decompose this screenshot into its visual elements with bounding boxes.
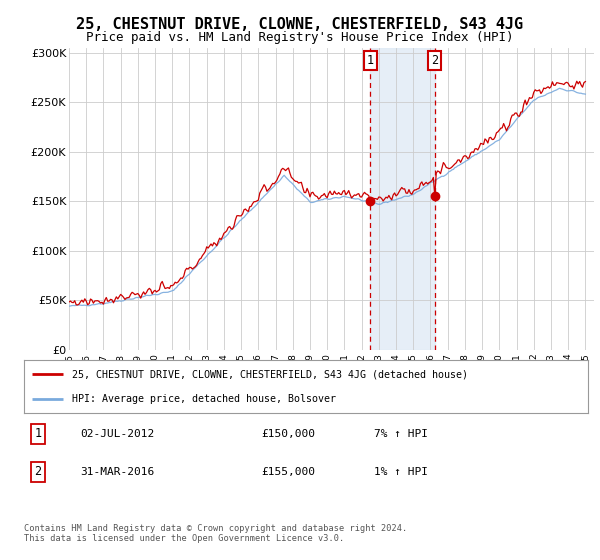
Text: 02-JUL-2012: 02-JUL-2012 xyxy=(80,429,155,438)
Text: 31-MAR-2016: 31-MAR-2016 xyxy=(80,467,155,477)
Text: 25, CHESTNUT DRIVE, CLOWNE, CHESTERFIELD, S43 4JG (detached house): 25, CHESTNUT DRIVE, CLOWNE, CHESTERFIELD… xyxy=(72,370,468,380)
Text: £150,000: £150,000 xyxy=(261,429,315,438)
Text: £155,000: £155,000 xyxy=(261,467,315,477)
Text: 1: 1 xyxy=(35,427,41,440)
Text: 7% ↑ HPI: 7% ↑ HPI xyxy=(374,429,428,438)
Text: Price paid vs. HM Land Registry's House Price Index (HPI): Price paid vs. HM Land Registry's House … xyxy=(86,31,514,44)
Text: 1% ↑ HPI: 1% ↑ HPI xyxy=(374,467,428,477)
Text: HPI: Average price, detached house, Bolsover: HPI: Average price, detached house, Bols… xyxy=(72,394,336,404)
Text: 25, CHESTNUT DRIVE, CLOWNE, CHESTERFIELD, S43 4JG: 25, CHESTNUT DRIVE, CLOWNE, CHESTERFIELD… xyxy=(76,17,524,32)
Text: Contains HM Land Registry data © Crown copyright and database right 2024.
This d: Contains HM Land Registry data © Crown c… xyxy=(24,524,407,543)
Text: 2: 2 xyxy=(35,465,41,478)
Text: 2: 2 xyxy=(431,54,439,67)
Bar xyxy=(370,48,435,350)
Text: 1: 1 xyxy=(367,54,374,67)
